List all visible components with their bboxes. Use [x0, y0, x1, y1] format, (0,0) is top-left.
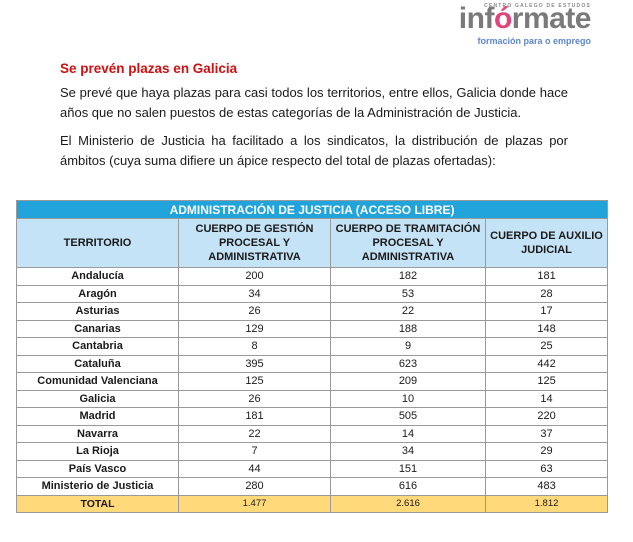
table-title: ADMINISTRACIÓN DE JUSTICIA (ACCESO LIBRE…: [15, 200, 609, 219]
territory-cell: Cataluña: [16, 354, 179, 373]
territory-cell: Galicia: [16, 389, 179, 408]
value-cell: 125: [484, 372, 609, 391]
value-cell: 395: [178, 354, 331, 373]
article-paragraph-1: Se prevé que haya plazas para casi todos…: [60, 85, 568, 120]
table-row: Cantabria 8 9 25: [16, 337, 609, 356]
table-row: Madrid 181 505 220: [16, 407, 609, 426]
value-cell: 53: [330, 284, 486, 303]
total-value: 2.616: [330, 494, 486, 513]
logo-word-part2: rmate: [511, 2, 592, 35]
value-cell: 505: [330, 407, 486, 426]
table-row: Ministerio de Justicia 280 616 483: [16, 477, 609, 496]
plazas-table: ADMINISTRACIÓN DE JUSTICIA (ACCESO LIBRE…: [15, 200, 609, 513]
value-cell: 442: [484, 354, 609, 373]
logo-tagline: CENTRO GALEGO DE ESTUDOS: [484, 3, 591, 9]
header-tramitacion: CUERPO DE TRAMITACIÓN PROCESAL Y ADMINIS…: [330, 218, 486, 268]
value-cell: 125: [178, 372, 331, 391]
value-cell: 483: [484, 477, 609, 496]
value-cell: 34: [178, 284, 331, 303]
territory-cell: Comunidad Valenciana: [16, 372, 179, 391]
territory-cell: Aragón: [16, 284, 179, 303]
article: Se prevén plazas en Galicia Se prevé que…: [60, 61, 568, 179]
value-cell: 29: [484, 442, 609, 461]
territory-cell: La Rioja: [16, 442, 179, 461]
table-row: Asturias 26 22 17: [16, 302, 609, 321]
total-value: 1.812: [484, 494, 609, 513]
value-cell: 151: [330, 459, 486, 478]
value-cell: 129: [178, 319, 331, 338]
value-cell: 26: [178, 302, 331, 321]
table-row: País Vasco 44 151 63: [16, 459, 609, 478]
value-cell: 22: [178, 424, 331, 443]
table-row: La Rioja 7 34 29: [16, 442, 609, 461]
value-cell: 10: [330, 389, 486, 408]
total-value: 1.477: [178, 494, 331, 513]
territory-cell: Cantabria: [16, 337, 179, 356]
total-label: TOTAL: [16, 494, 179, 513]
territory-cell: Canarias: [16, 319, 179, 338]
value-cell: 182: [330, 267, 486, 286]
value-cell: 181: [178, 407, 331, 426]
value-cell: 63: [484, 459, 609, 478]
value-cell: 623: [330, 354, 486, 373]
value-cell: 26: [178, 389, 331, 408]
header-territorio: TERRITORIO: [16, 218, 179, 268]
value-cell: 616: [330, 477, 486, 496]
logo-word-accent: ó: [493, 2, 512, 35]
value-cell: 22: [330, 302, 486, 321]
value-cell: 148: [484, 319, 609, 338]
value-cell: 14: [484, 389, 609, 408]
logo: CENTRO GALEGO DE ESTUDOS infórmate forma…: [421, 0, 592, 50]
header-gestion: CUERPO DE GESTIÓN PROCESAL Y ADMINISTRAT…: [178, 218, 331, 268]
value-cell: 200: [178, 267, 331, 286]
table-row: Andalucía 200 182 181: [16, 267, 609, 286]
table-row: Comunidad Valenciana 125 209 125: [16, 372, 609, 391]
value-cell: 44: [178, 459, 331, 478]
value-cell: 37: [484, 424, 609, 443]
logo-wordmark: infórmate: [458, 2, 592, 36]
article-paragraph-2: El Ministerio de Justicia ha facilitado …: [60, 133, 568, 168]
total-row: TOTAL 1.477 2.616 1.812: [16, 494, 609, 513]
table-body: Andalucía 200 182 181 Aragón 34 53 28 Asturias 26…: [16, 267, 609, 513]
territory-cell: Andalucía: [16, 267, 179, 286]
logo-subtitle: formación para o emprego: [477, 36, 591, 46]
table-row: Cataluña 395 623 442: [16, 354, 609, 373]
header-auxilio: CUERPO DE AUXILIO JUDICIAL: [484, 218, 609, 268]
value-cell: 280: [178, 477, 331, 496]
value-cell: 34: [330, 442, 486, 461]
territory-cell: Ministerio de Justicia: [16, 477, 179, 496]
value-cell: 220: [484, 407, 609, 426]
value-cell: 25: [484, 337, 609, 356]
value-cell: 7: [178, 442, 331, 461]
value-cell: 14: [330, 424, 486, 443]
territory-cell: Madrid: [16, 407, 179, 426]
plazas-table-container: ADMINISTRACIÓN DE JUSTICIA (ACCESO LIBRE…: [15, 200, 609, 513]
table-row: Aragón 34 53 28: [16, 284, 609, 303]
logo-word-part1: inf: [458, 2, 495, 35]
territory-cell: Asturias: [16, 302, 179, 321]
value-cell: 28: [484, 284, 609, 303]
territory-cell: País Vasco: [16, 459, 179, 478]
table-row: Navarra 22 14 37: [16, 424, 609, 443]
value-cell: 209: [330, 372, 486, 391]
territory-cell: Navarra: [16, 424, 179, 443]
value-cell: 8: [178, 337, 331, 356]
value-cell: 188: [330, 319, 486, 338]
value-cell: 17: [484, 302, 609, 321]
value-cell: 9: [330, 337, 486, 356]
article-heading: Se prevén plazas en Galicia: [60, 61, 238, 76]
table-row: Canarias 129 188 148: [16, 319, 609, 338]
table-row: Galicia 26 10 14: [16, 389, 609, 408]
value-cell: 181: [484, 267, 609, 286]
